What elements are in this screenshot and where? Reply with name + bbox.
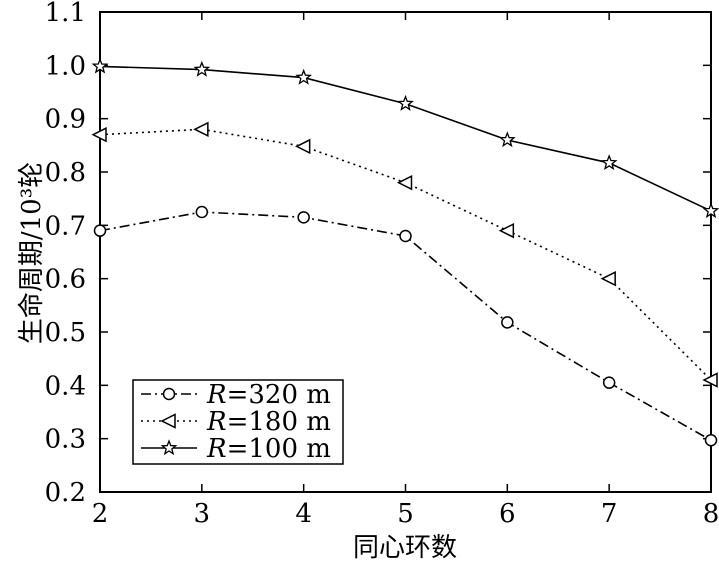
series-2-point — [295, 68, 313, 85]
plot-area: 2 3 4 5 6 7 8 0.2 0.3 0.4 0.5 0.6 0.7 0.8 0.9 1.0 1.1 — [45, 0, 719, 529]
y-axis-title: 生命周期/10³轮 — [17, 162, 47, 344]
x-tick-label: 8 — [703, 499, 719, 529]
y-tick-label: 0.7 — [45, 211, 86, 241]
series-2-point — [397, 94, 414, 111]
y-tick-label: 0.4 — [45, 371, 86, 401]
series-1-point — [193, 121, 209, 138]
legend-label-value: =100 m — [227, 434, 331, 464]
legend: R=320 mR=180 mR=100 m — [132, 379, 344, 465]
series-0-point — [501, 316, 514, 329]
y-tick-label: 0.2 — [45, 478, 86, 508]
y-tick-label: 0.9 — [45, 105, 86, 135]
series-1-point — [600, 270, 616, 287]
series-1-point — [91, 126, 107, 143]
legend-marker-1 — [160, 413, 176, 429]
y-tick-label: 0.3 — [45, 425, 86, 455]
legend-label-0: R=320 m — [206, 380, 331, 410]
legend-label-variable: R — [206, 407, 227, 437]
x-tick-label: 2 — [92, 499, 109, 529]
x-tick-label: 7 — [601, 499, 618, 529]
series-2-point — [91, 57, 109, 74]
series-1-point — [294, 138, 311, 155]
series-0-point — [399, 229, 412, 243]
series-line-2 — [99, 65, 712, 212]
legend-label-value: =320 m — [227, 380, 331, 410]
y-tick-label: 1.0 — [45, 51, 86, 81]
series-1-point — [702, 372, 718, 388]
legend-label-variable: R — [206, 380, 227, 410]
series-0-point — [195, 205, 209, 219]
y-tick-label: 0.8 — [45, 158, 86, 188]
x-tick-label: 5 — [397, 499, 414, 529]
series-0-point — [297, 211, 310, 224]
x-axis-title: 同心环数 — [353, 533, 457, 562]
legend-label-2: R=100 m — [206, 434, 331, 464]
legend-label-value: =180 m — [227, 407, 331, 437]
series-1-point — [396, 174, 413, 191]
series-0-point — [602, 376, 616, 389]
x-tick-label: 4 — [295, 499, 312, 529]
legend-label-variable: R — [206, 434, 227, 464]
y-tick-label: 0.5 — [45, 318, 86, 348]
series-0-point — [704, 434, 718, 447]
legend-marker-0 — [162, 387, 176, 401]
series-2-point — [702, 202, 719, 219]
series-2-point — [600, 154, 618, 171]
y-tick-label: 1.1 — [45, 0, 86, 28]
legend-marker-2 — [160, 439, 178, 456]
series-1-point — [498, 222, 515, 239]
series-2-point — [498, 131, 516, 148]
x-tick-label: 6 — [499, 499, 516, 529]
series-2-point — [193, 60, 211, 77]
y-tick-label: 0.6 — [45, 265, 86, 295]
series-0-point — [93, 224, 107, 237]
legend-label-1: R=180 m — [206, 407, 331, 437]
x-tick-label: 3 — [194, 499, 211, 529]
